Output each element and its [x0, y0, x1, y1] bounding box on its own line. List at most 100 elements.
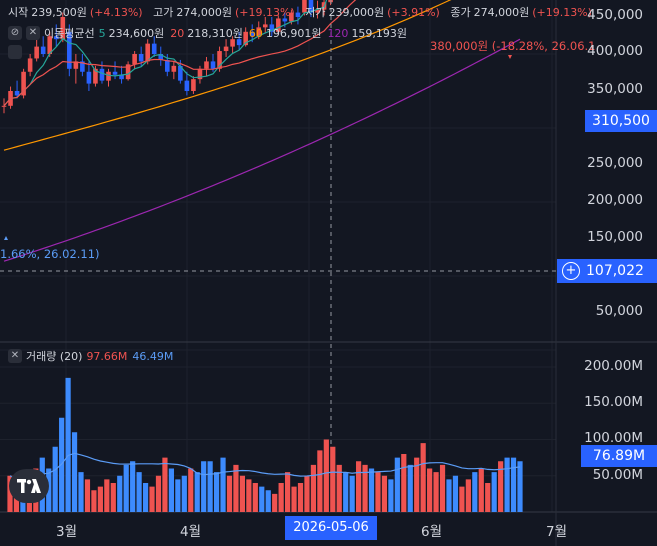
tradingview-logo-icon: [17, 479, 41, 493]
candle-body: [302, 0, 307, 13]
price-tick: 250,000: [587, 155, 643, 171]
high-value: 274,000원: [176, 6, 232, 19]
candle-body: [99, 68, 105, 81]
candle-body: [132, 54, 137, 65]
candle-body: [204, 61, 209, 69]
ohlc-legend: 시작 239,500원 (+4.13%) 고가 274,000원 (+19.13%) 저…: [8, 4, 599, 20]
open-label: 시작: [8, 6, 29, 19]
volume-bar: [272, 493, 278, 512]
volume-bar: [117, 475, 123, 512]
volume-bar: [510, 457, 517, 512]
candle-body: [34, 46, 39, 59]
volume-bar: [130, 461, 136, 512]
volume-bar: [213, 472, 220, 512]
volume-tick: 150.00M: [584, 394, 643, 410]
plus-icon[interactable]: +: [562, 262, 580, 280]
volume-bar: [201, 461, 207, 512]
candle-body: [191, 79, 196, 91]
volume-bar: [485, 483, 491, 512]
volume-ma-line: [9, 452, 521, 483]
candle-body: [112, 71, 118, 75]
volume-bar: [246, 479, 252, 512]
hide-eye-icon[interactable]: ⊘: [8, 26, 22, 40]
candle-body: [47, 36, 53, 54]
time-tick: 3월: [56, 524, 78, 540]
volume-bar: [304, 475, 310, 512]
volume-bar: [78, 472, 84, 512]
volume-bar: [46, 468, 52, 512]
low-value: 239,000원: [328, 6, 385, 19]
price-tick: 200,000: [587, 192, 643, 208]
candle-body: [73, 61, 79, 69]
tradingview-logo[interactable]: [9, 469, 49, 503]
low-label: 저가: [305, 6, 326, 19]
time-tick: 6월: [421, 524, 443, 540]
candle-body: [217, 51, 222, 69]
price-tick: 50,000: [595, 303, 643, 319]
close-icon[interactable]: ✕: [26, 26, 40, 40]
volume-bar: [401, 454, 407, 512]
candle-body: [223, 46, 229, 52]
candle-body: [145, 43, 150, 62]
close-pct: (+19.13%): [532, 6, 592, 19]
volume-bar: [472, 472, 478, 512]
volume-bar: [368, 468, 375, 512]
low-pct: (+3.91%): [387, 6, 440, 19]
candle-body: [184, 80, 190, 91]
volume-bar: [297, 483, 304, 512]
volume-bar: [175, 479, 181, 512]
settings-icon[interactable]: [8, 45, 22, 59]
low-annotation: 1.66%, 26.02.11): [0, 247, 100, 261]
candle-body: [158, 54, 164, 60]
candle-body: [138, 54, 144, 62]
volume-bar: [452, 475, 459, 512]
volume-bar: [233, 464, 239, 512]
candle-body: [289, 12, 294, 22]
last-volume-badge: 76.89M: [581, 445, 657, 467]
candle-body: [269, 24, 275, 32]
volume-bar: [446, 479, 452, 512]
volume-bar: [226, 475, 233, 512]
ma120-line: [3, 38, 521, 262]
volume-bar: [84, 479, 91, 512]
volume-bar: [414, 457, 420, 512]
volume-bar: [207, 461, 213, 512]
volume-bar: [220, 457, 226, 512]
price-tick: 400,000: [587, 43, 643, 59]
volume-bar: [71, 432, 78, 512]
volume-bar: [239, 475, 246, 512]
volume-tick: 200.00M: [584, 358, 643, 374]
ma60-line: [3, 0, 452, 151]
volume-legend: ✕ 거래량 (20) 97.66M 46.49M: [8, 348, 173, 364]
volume-bar: [310, 464, 317, 512]
volume-bar: [278, 483, 284, 512]
crosshair-price-badge[interactable]: +107,022: [557, 259, 657, 283]
volume-bar: [336, 464, 342, 512]
volume-bar: [388, 479, 394, 512]
close-value: 274,000원: [473, 6, 530, 19]
volume-bar: [104, 479, 110, 512]
low-marker: [4, 236, 8, 240]
volume-bar: [349, 475, 355, 512]
candle-body: [80, 61, 85, 72]
candle-body: [210, 61, 216, 69]
candle-body: [249, 31, 255, 37]
volume-bar: [188, 468, 194, 512]
volume-value-blue: 46.49M: [132, 349, 174, 363]
close-icon[interactable]: ✕: [8, 349, 22, 363]
ma-legend: ⊘ ✕ 이동평균선 5 234,600원 20 218,310원 60 196,…: [8, 25, 410, 41]
volume-bar: [504, 457, 510, 512]
candle-body: [282, 18, 288, 22]
candle-body: [243, 31, 248, 46]
volume-bar: [362, 464, 368, 512]
volume-bar: [65, 377, 71, 512]
candle-body: [119, 74, 124, 80]
last-price-badge: 310,500: [585, 110, 657, 132]
time-tick: 7월: [546, 524, 568, 540]
volume-bar: [394, 457, 400, 512]
high-pct: (+19.13%): [234, 6, 295, 19]
volume-bar: [162, 457, 168, 512]
price-tick: 150,000: [587, 229, 643, 245]
volume-bar: [317, 450, 323, 512]
